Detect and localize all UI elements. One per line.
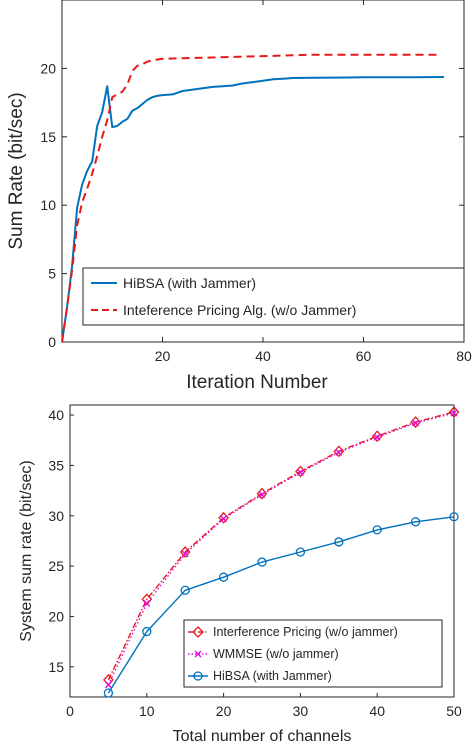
data-point-circle bbox=[295, 547, 306, 557]
x-tick-label: 0 bbox=[66, 703, 74, 719]
data-point-x bbox=[220, 515, 228, 523]
data-point-circle bbox=[180, 585, 190, 595]
x-tick-label: 20 bbox=[155, 348, 171, 364]
x-tick-label: 40 bbox=[369, 703, 385, 719]
data-point-circle bbox=[218, 572, 229, 582]
data-point-x bbox=[373, 433, 381, 441]
data-point-x bbox=[143, 599, 151, 607]
data-point-circle bbox=[103, 688, 114, 698]
y-tick-label: 20 bbox=[48, 608, 64, 624]
legend-box bbox=[82, 267, 465, 326]
data-point-circle bbox=[257, 557, 267, 567]
x-tick-label: 10 bbox=[139, 703, 155, 719]
y-tick-label: 40 bbox=[48, 407, 64, 423]
chart-channels-sum-rate: 0 10 20 30 40 50 15 20 25 30 35 40 System sum rate … bbox=[18, 404, 462, 745]
y-tick-label: 5 bbox=[48, 266, 56, 282]
chart-iteration-sum-rate: 20 40 60 80 0 5 10 15 20 Sum Rate (bit/sec) Iter… bbox=[6, 0, 472, 393]
x-axis-label: Iteration Number bbox=[186, 372, 328, 393]
y-axis-label: System sum rate (bit/sec) bbox=[18, 460, 35, 641]
data-point-x bbox=[104, 681, 112, 689]
y-tick-label: 25 bbox=[48, 558, 64, 574]
x-tick-label: 40 bbox=[255, 348, 271, 364]
legend-label-hibsa: HiBSA (with Jammer) bbox=[123, 275, 256, 291]
x-tick-label: 30 bbox=[293, 703, 309, 719]
y-tick-label: 20 bbox=[40, 60, 56, 76]
data-point-x bbox=[181, 550, 189, 558]
x-tick-label: 20 bbox=[216, 703, 232, 719]
y-tick-label: 35 bbox=[48, 457, 64, 473]
data-point-circle bbox=[449, 512, 459, 522]
y-axis-label: Sum Rate (bit/sec) bbox=[6, 92, 27, 249]
data-point-circle bbox=[334, 537, 344, 547]
x-tick-label: 80 bbox=[456, 348, 472, 364]
data-point-x bbox=[412, 419, 420, 427]
series-line-2 bbox=[107, 516, 455, 694]
tick-layer: 0 10 20 30 40 50 15 20 25 30 35 40 bbox=[48, 407, 462, 719]
data-point-x bbox=[335, 448, 343, 456]
x-axis-label: Total number of channels bbox=[173, 728, 352, 745]
series-line-0 bbox=[107, 411, 455, 681]
data-point-x bbox=[296, 468, 304, 476]
data-point-x bbox=[450, 409, 458, 417]
legend-label-pricing: Inteference Pricing Alg. (w/o Jammer) bbox=[123, 302, 356, 318]
legend-label-pricing: Interference Pricing (w/o jammer) bbox=[213, 625, 398, 639]
y-tick-label: 30 bbox=[48, 508, 64, 524]
series-line-1 bbox=[61, 53, 439, 343]
circle-marker-icon bbox=[193, 671, 203, 681]
series-line-0 bbox=[61, 76, 444, 343]
y-tick-label: 15 bbox=[48, 659, 64, 675]
data-point-circle bbox=[142, 626, 152, 637]
series-layer bbox=[103, 406, 460, 698]
x-marker-icon bbox=[194, 650, 202, 658]
data-point-x bbox=[258, 491, 266, 499]
y-tick-label: 0 bbox=[48, 334, 56, 350]
diamond-marker-icon bbox=[192, 626, 204, 638]
legend-box bbox=[183, 619, 443, 688]
data-point-circle bbox=[410, 517, 421, 527]
x-tick-label: 50 bbox=[446, 703, 462, 719]
legend: HiBSA (with Jammer) Inteference Pricing … bbox=[82, 267, 465, 326]
y-tick-label: 15 bbox=[40, 129, 56, 145]
data-point-circle bbox=[372, 525, 382, 535]
legend-label-wmmse: WMMSE (w/o jammer) bbox=[213, 647, 339, 661]
x-tick-label: 60 bbox=[356, 348, 372, 364]
series-line-1 bbox=[107, 412, 455, 686]
legend-label-hibsa: HiBSA (with Jammer) bbox=[213, 669, 332, 683]
legend: Interference Pricing (w/o jammer) WMMSE … bbox=[183, 619, 443, 688]
y-tick-label: 10 bbox=[40, 197, 56, 213]
series-layer bbox=[61, 53, 444, 343]
